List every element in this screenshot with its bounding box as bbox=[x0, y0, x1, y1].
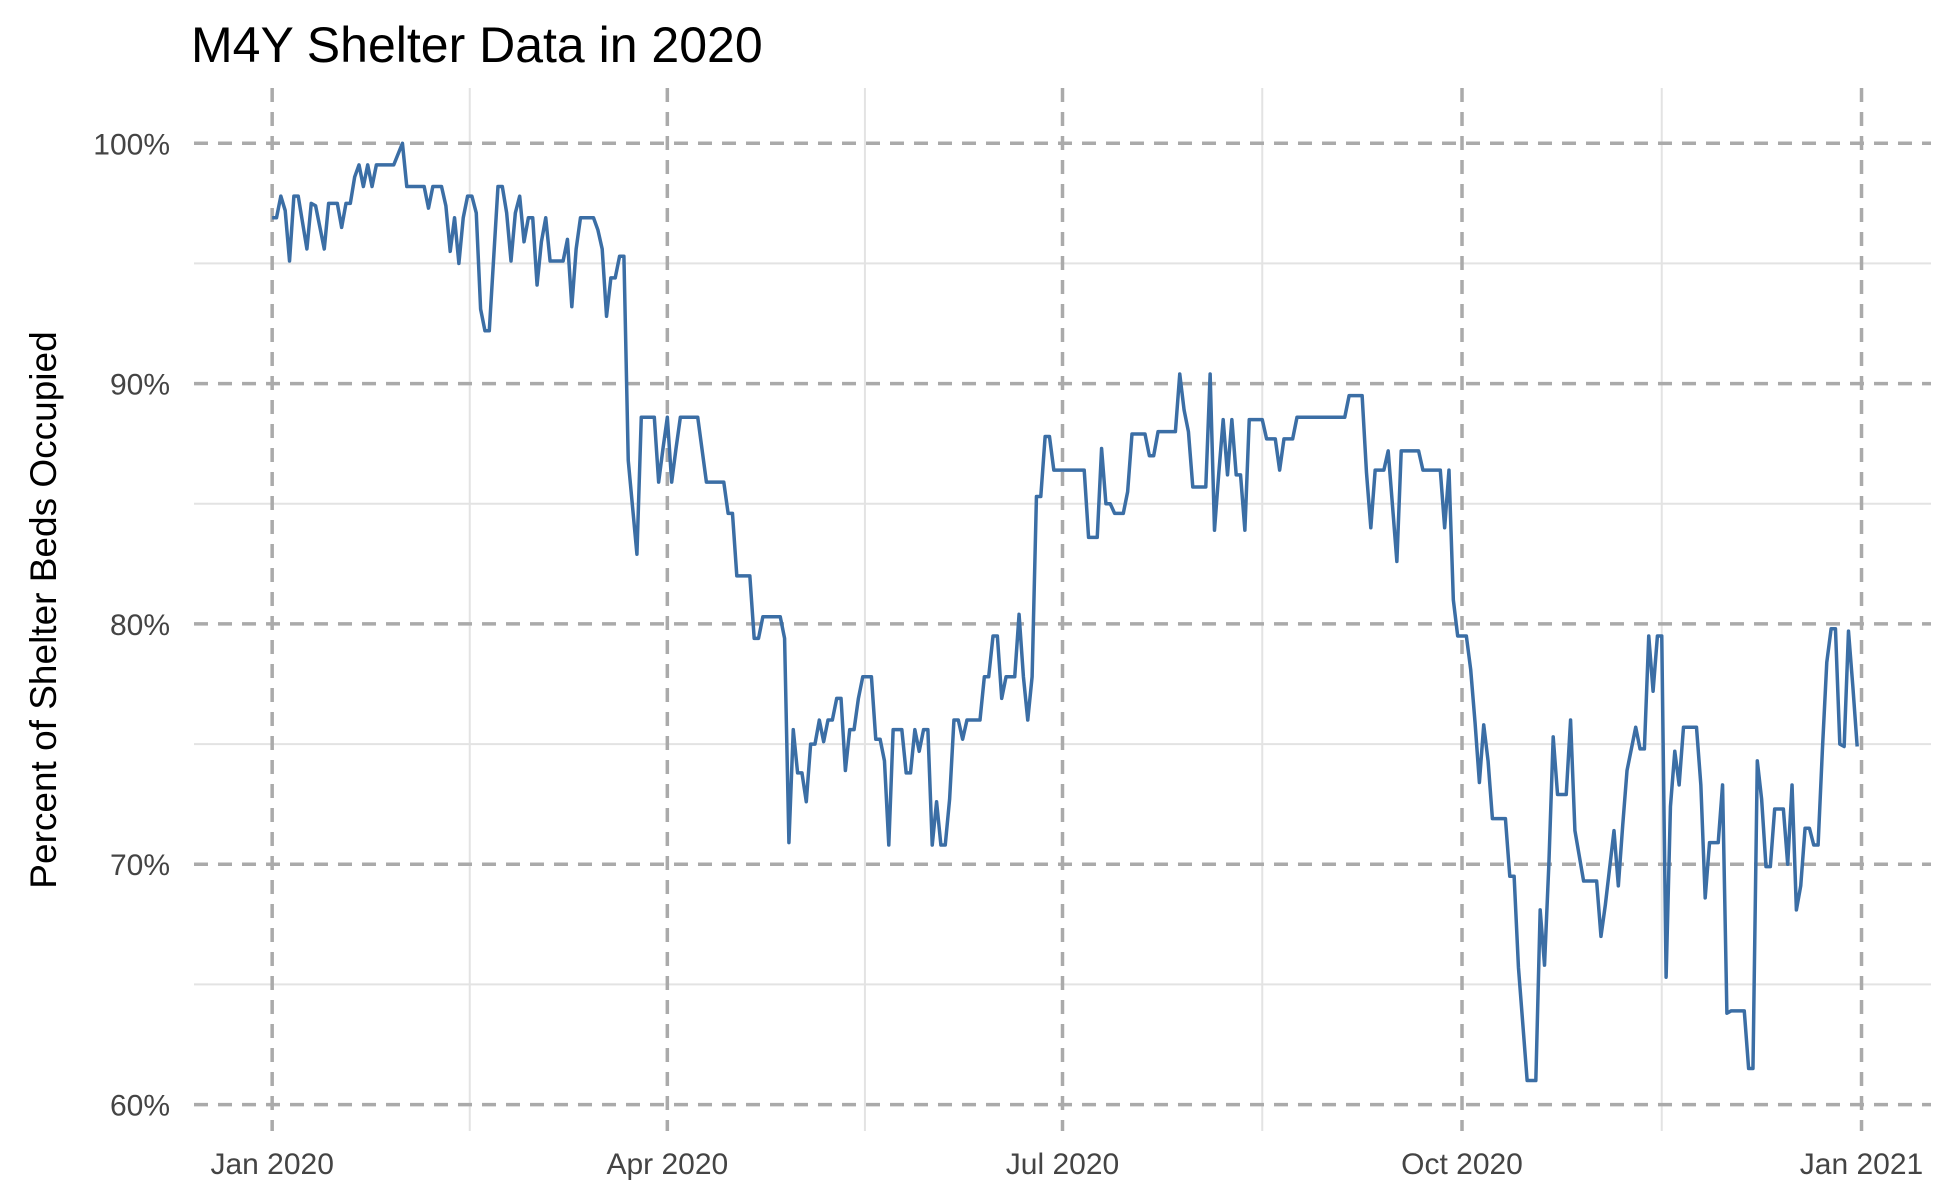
y-tick-label: 60% bbox=[110, 1090, 170, 1123]
x-tick-label: Oct 2020 bbox=[1401, 1148, 1523, 1181]
y-axis-title: Percent of Shelter Beds Occupied bbox=[23, 331, 64, 888]
y-tick-label: 90% bbox=[110, 369, 170, 402]
x-tick-label: Apr 2020 bbox=[606, 1148, 728, 1181]
x-tick-label: Jul 2020 bbox=[1006, 1148, 1119, 1181]
y-tick-label: 70% bbox=[110, 849, 170, 882]
x-tick-label: Jan 2021 bbox=[1800, 1148, 1923, 1181]
y-tick-label: 100% bbox=[93, 128, 170, 161]
data-line bbox=[272, 141, 1859, 1083]
y-tick-label: 80% bbox=[110, 609, 170, 642]
x-tick-label: Jan 2020 bbox=[210, 1148, 333, 1181]
chart-title: M4Y Shelter Data in 2020 bbox=[191, 17, 763, 73]
